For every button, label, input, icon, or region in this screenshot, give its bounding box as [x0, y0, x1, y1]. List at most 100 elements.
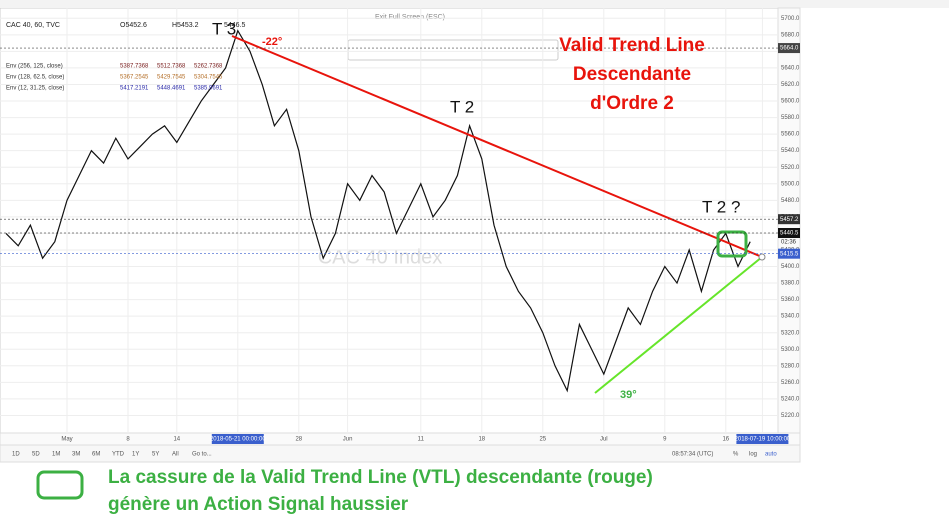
range-button[interactable]: 6M — [92, 452, 100, 458]
annotation: T 2 — [450, 97, 474, 116]
y-tick-label: 5280.0 — [781, 363, 800, 369]
annotation-vtl: Descendante — [573, 64, 691, 85]
ohlc-value: H5453.2 — [172, 22, 199, 29]
y-tick-label: 5580.0 — [781, 115, 800, 121]
ohlc-value: O5452.6 — [120, 22, 147, 29]
y-tick-label: 5540.0 — [781, 148, 800, 154]
x-tick-box — [736, 434, 789, 444]
signal-legend-box — [36, 470, 84, 500]
price-line — [5, 29, 751, 393]
x-tick-label: 28 — [295, 437, 302, 443]
x-tick-label: 8 — [126, 437, 130, 443]
y-tick-label: 5500.0 — [781, 181, 800, 187]
price-tag-label: 5664.0 — [780, 46, 799, 52]
annotation: T 3 — [212, 19, 236, 38]
range-button[interactable]: All — [172, 452, 179, 458]
indicator-value: 5512.7368 — [157, 64, 186, 70]
scale-option[interactable]: % — [733, 452, 739, 458]
indicator-value: 5367.2545 — [120, 75, 149, 81]
price-tag — [778, 43, 800, 54]
price-tag — [778, 227, 800, 238]
y-tick-label: 5380.0 — [781, 281, 800, 287]
y-tick-label: 5480.0 — [781, 198, 800, 204]
x-tick-label: Jun — [343, 437, 353, 443]
y-tick-label: 5560.0 — [781, 132, 800, 138]
countdown: 02:36 — [781, 240, 797, 246]
y-tick-label: 5240.0 — [781, 396, 800, 402]
x-tick-label: 2018-05-21 00:00:00 — [210, 437, 266, 443]
x-tick-box — [211, 434, 264, 444]
range-button[interactable]: 3M — [72, 452, 80, 458]
x-tick-label: 25 — [539, 437, 546, 443]
indicator-value: 5417.2191 — [120, 86, 149, 92]
indicator-value: 5304.7545 — [194, 75, 223, 81]
exit-hint[interactable]: Exit Full Screen (ESC) — [375, 14, 445, 21]
y-tick-label: 5360.0 — [781, 297, 800, 303]
y-tick-label: 5320.0 — [781, 330, 800, 336]
x-tick-label: 14 — [173, 437, 180, 443]
range-button[interactable]: 5Y — [152, 452, 159, 458]
x-tick-label: Jul — [600, 437, 608, 443]
x-tick-label: 11 — [418, 437, 425, 443]
footer-line: La cassure de la Valid Trend Line (VTL) … — [108, 467, 653, 488]
break-box — [716, 230, 748, 258]
annotation-vtl: d'Ordre 2 — [590, 93, 674, 114]
trend-line-red — [231, 35, 763, 258]
clock: 08:57:34 (UTC) — [672, 452, 713, 458]
indicator-name: Env (12, 31.25, close) — [6, 86, 64, 92]
y-tick-label: 5300.0 — [781, 347, 800, 353]
watermark: CAC 40 Index — [318, 246, 443, 268]
y-tick-label: 5640.0 — [781, 65, 800, 71]
top-strip — [0, 0, 949, 8]
y-tick-label: 5680.0 — [781, 32, 800, 38]
indicator-name: Env (128, 62.5, close) — [6, 75, 64, 81]
price-tag — [778, 214, 800, 225]
indicator-value: 5387.7368 — [120, 64, 149, 70]
scale-option[interactable]: log — [749, 452, 757, 458]
indicator-value: 5448.4691 — [157, 86, 186, 92]
y-tick-label: 5520.0 — [781, 165, 800, 171]
trend-line-green — [594, 256, 763, 394]
x-tick-label: 2018-07-19 10:00:00 — [735, 437, 791, 443]
y-tick-label: 5340.0 — [781, 314, 800, 320]
y-tick-label: 5600.0 — [781, 99, 800, 105]
x-tick-label: 16 — [722, 437, 729, 443]
legend-title: CAC 40, 60, TVC — [6, 22, 60, 29]
range-button[interactable]: YTD — [112, 452, 125, 458]
indicator-value: 5385.9691 — [194, 86, 223, 92]
indicator-value: 5429.7545 — [157, 75, 186, 81]
price-tag-label: 5415.5 — [780, 251, 799, 257]
x-tick-label: 18 — [478, 437, 485, 443]
ohlc-value: 5446.5 — [224, 22, 246, 29]
y-tick-label: 5620.0 — [781, 82, 800, 88]
range-button[interactable]: 1D — [12, 452, 20, 458]
scale-option[interactable]: auto — [765, 452, 777, 458]
y-tick-label: 5700.0 — [781, 16, 800, 22]
annotation: -22° — [262, 36, 282, 48]
anchor — [758, 253, 766, 261]
price-tag-label: 5457.2 — [780, 217, 799, 223]
footer-line: génère un Action Signal haussier — [108, 494, 409, 515]
price-tag-label: 5440.5 — [780, 231, 799, 237]
bottom-toolbar — [0, 444, 801, 463]
time-axis — [0, 432, 801, 446]
x-tick-label: 9 — [663, 437, 667, 443]
range-button[interactable]: 1Y — [132, 452, 139, 458]
range-button[interactable]: Go to... — [192, 452, 212, 458]
range-button[interactable]: 5D — [32, 452, 40, 458]
y-tick-label: 5260.0 — [781, 380, 800, 386]
drawing-toolbar[interactable] — [347, 39, 559, 61]
indicator-name: Env (256, 125, close) — [6, 64, 63, 70]
annotation-vtl: Valid Trend Line — [559, 35, 705, 56]
y-tick-label: 5220.0 — [781, 413, 800, 419]
y-tick-label: 5400.0 — [781, 264, 800, 270]
indicator-value: 5262.7368 — [194, 64, 223, 70]
price-tag — [778, 248, 800, 259]
chart-panel — [0, 7, 801, 463]
annotation: 39° — [620, 389, 637, 401]
annotation: T 2 ? — [702, 197, 740, 216]
x-tick-label: May — [61, 437, 72, 443]
range-button[interactable]: 1M — [52, 452, 60, 458]
